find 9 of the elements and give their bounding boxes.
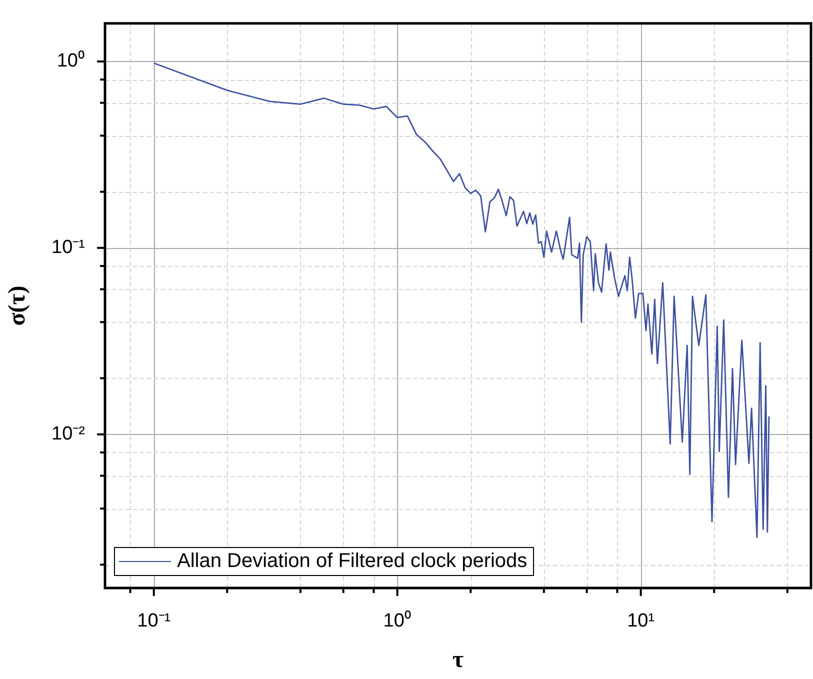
x-tick-label: 10¹	[627, 610, 655, 632]
y-tick-label: 10⁻²	[52, 424, 85, 445]
x-tick-label: 10⁻¹	[137, 610, 171, 632]
y-axis-title: σ(τ)	[4, 286, 31, 326]
y-tick-label: 10⁰	[56, 50, 85, 72]
legend-label: Allan Deviation of Filtered clock periods	[177, 550, 528, 573]
x-axis-title: τ	[452, 646, 464, 673]
y-tick-label: 10⁻¹	[52, 237, 85, 258]
x-tick-label: 10⁰	[383, 610, 412, 632]
